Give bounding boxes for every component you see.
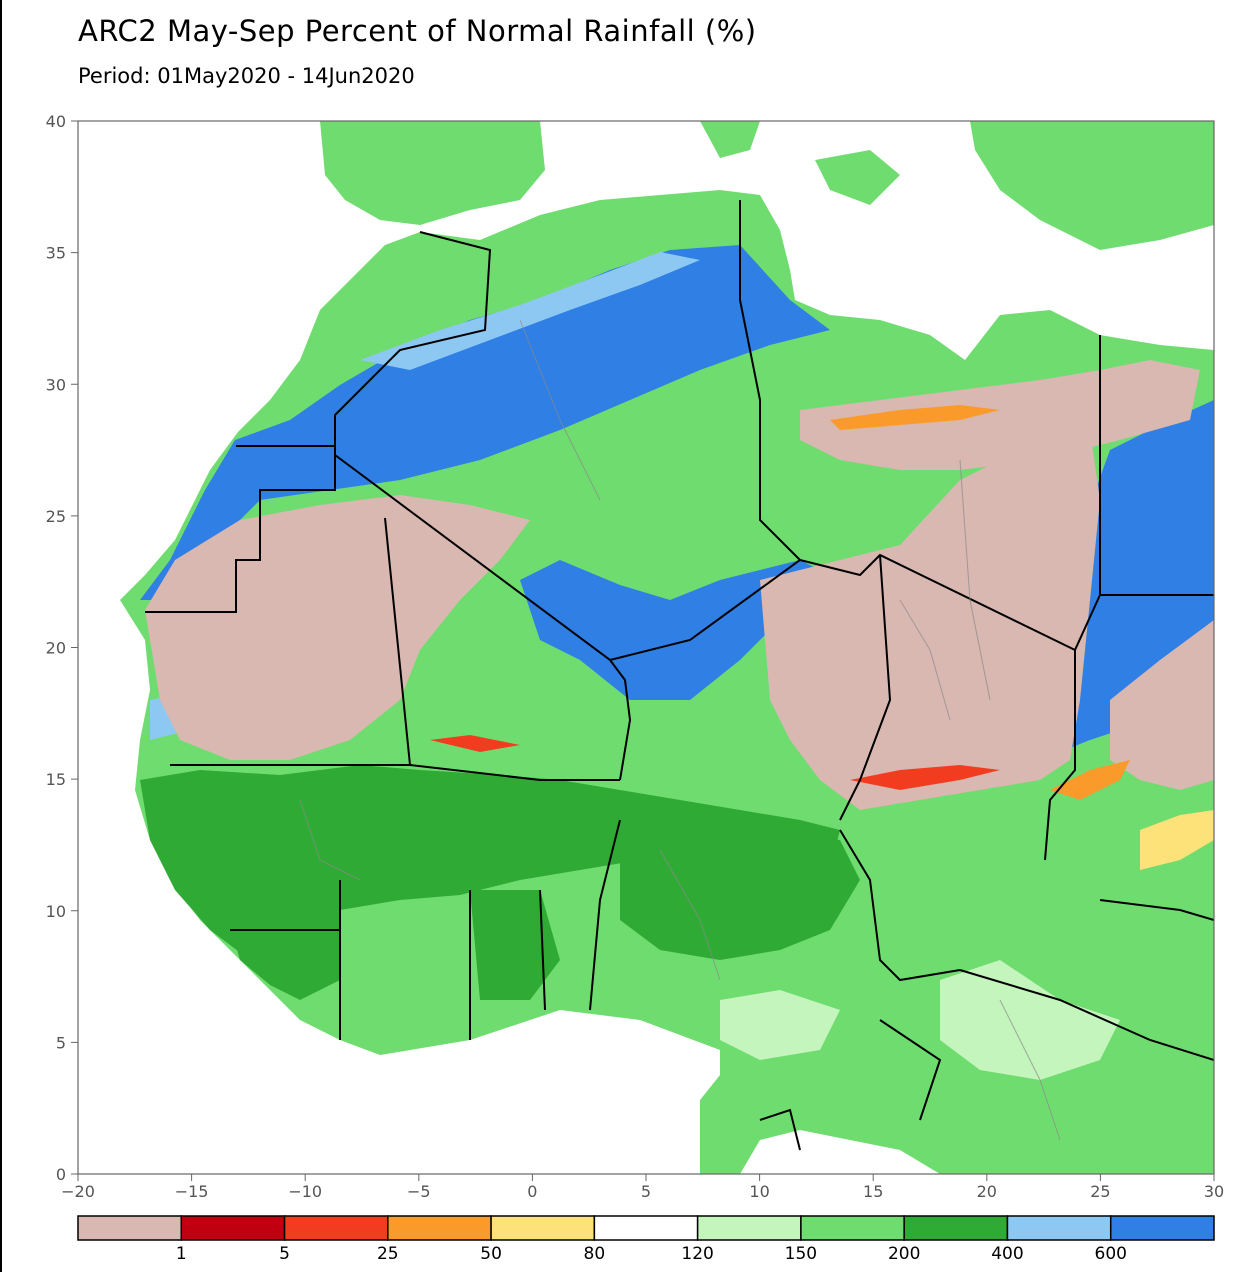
x-axis-ticks: −20 −15 −10 −5 0 5 10 15 20 25 30 — [61, 1174, 1224, 1201]
x-tick-label: 10 — [749, 1182, 769, 1201]
legend-label: 5 — [279, 1244, 290, 1264]
legend-label: 25 — [377, 1244, 399, 1264]
y-tick-label: 10 — [46, 902, 66, 921]
y-tick-label: 0 — [56, 1165, 66, 1184]
x-tick-label: −20 — [61, 1182, 95, 1201]
legend-swatch — [180, 1215, 286, 1241]
y-tick-label: 5 — [56, 1033, 66, 1052]
dry-fringe-streak-1 — [830, 405, 1000, 430]
dry-zone-east — [760, 430, 1100, 810]
legend-label: 120 — [681, 1244, 713, 1264]
left-border-line — [0, 0, 2, 1272]
light-green-central — [720, 990, 840, 1060]
italy-landmass — [700, 121, 760, 158]
internal-boundaries — [299, 319, 1061, 1141]
wet-band-northwest — [140, 245, 830, 600]
map-title: ARC2 May-Sep Percent of Normal Rainfall … — [78, 14, 757, 48]
y-tick-label: 30 — [46, 375, 66, 394]
balkans-landmass — [970, 121, 1214, 250]
y-tick-label: 20 — [46, 639, 66, 658]
legend-swatch — [800, 1215, 905, 1241]
legend-label: 1 — [176, 1244, 187, 1264]
x-tick-label: −10 — [288, 1182, 322, 1201]
legend-swatch — [77, 1215, 183, 1241]
ghana-green — [470, 890, 560, 1000]
light-blue-fringe-north — [360, 252, 700, 370]
legend-swatch — [903, 1215, 1009, 1241]
legend-label: 200 — [888, 1244, 920, 1264]
y-tick-label: 35 — [46, 244, 66, 263]
legend-swatch — [1006, 1215, 1112, 1241]
map-field — [78, 121, 1214, 1174]
legend-label: 400 — [991, 1244, 1023, 1264]
y-tick-label: 15 — [46, 770, 66, 789]
nigeria-green — [620, 820, 860, 960]
x-tick-label: 0 — [527, 1182, 537, 1201]
legend-label: 50 — [480, 1244, 502, 1264]
x-tick-label: 20 — [977, 1182, 997, 1201]
coastal-guinea-green — [220, 880, 340, 1000]
legend-label: 150 — [785, 1244, 817, 1264]
light-green-south — [940, 960, 1120, 1080]
x-tick-label: 15 — [863, 1182, 883, 1201]
dry-fringe-streak-4 — [1050, 760, 1130, 800]
x-tick-label: 5 — [641, 1182, 651, 1201]
y-axis-ticks: 0 5 10 15 20 25 30 35 40 — [46, 112, 78, 1184]
dry-fringe-streak-2 — [850, 765, 1000, 790]
dry-fringe-streak-3 — [1140, 810, 1214, 870]
sicily-landmass — [815, 150, 900, 205]
legend-swatch — [593, 1215, 699, 1241]
legend-swatch — [696, 1215, 802, 1241]
legend-swatch — [387, 1215, 492, 1241]
iberia-landmass — [320, 121, 545, 225]
x-tick-label: −15 — [175, 1182, 209, 1201]
map-period: Period: 01May2020 - 14Jun2020 — [78, 64, 415, 88]
x-tick-label: −5 — [407, 1182, 431, 1201]
legend-label: 80 — [584, 1244, 606, 1264]
y-tick-label: 40 — [46, 112, 66, 131]
dry-fringe-streak-5 — [430, 735, 520, 752]
legend-label: 600 — [1095, 1244, 1127, 1264]
dry-zone-west — [145, 495, 530, 760]
legend-swatch — [283, 1215, 389, 1241]
y-tick-label: 25 — [46, 507, 66, 526]
legend-swatch — [1109, 1215, 1215, 1241]
x-tick-label: 30 — [1204, 1182, 1224, 1201]
dry-zone-far-east — [1110, 620, 1214, 790]
country-borders — [145, 200, 1214, 1151]
x-tick-label: 25 — [1090, 1182, 1110, 1201]
color-legend: 1 5 25 50 80 120 150 200 400 600 — [77, 1215, 1215, 1264]
legend-swatch — [490, 1215, 596, 1241]
